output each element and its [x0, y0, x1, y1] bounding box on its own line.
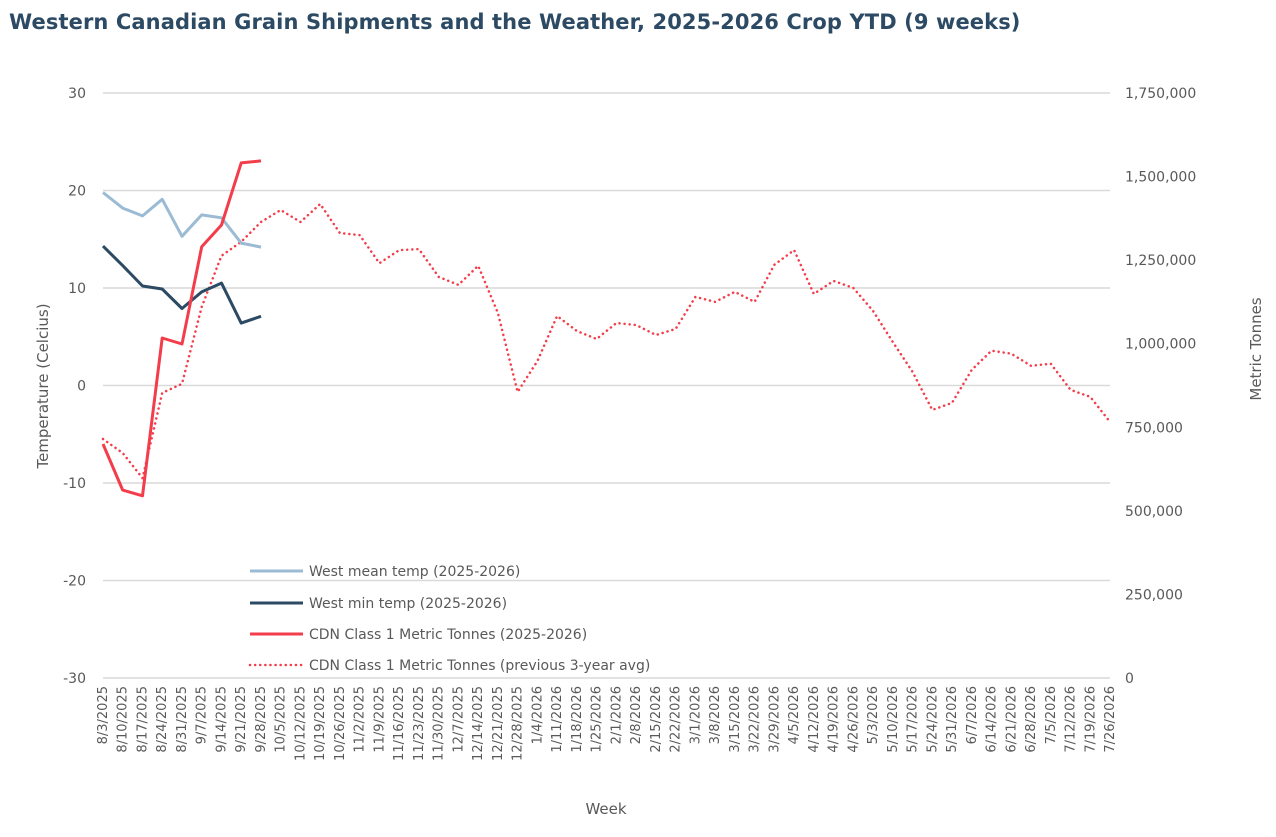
- x-tick-label: 3/22/2026: [748, 686, 763, 753]
- right-tick-label: 500,000: [1125, 504, 1183, 520]
- x-tick-label: 12/21/2025: [491, 686, 506, 761]
- x-tick-label: 11/30/2025: [432, 686, 447, 761]
- left-tick-label: 0: [77, 379, 86, 395]
- x-tick-label: 9/14/2025: [214, 686, 229, 753]
- x-tick-label: 10/12/2025: [293, 686, 308, 761]
- gridlines: [103, 92, 1110, 679]
- x-tick-label: 7/19/2026: [1083, 686, 1098, 753]
- chart-title: Western Canadian Grain Shipments and the…: [9, 10, 1021, 34]
- x-tick-label: 10/26/2025: [333, 686, 348, 761]
- x-tick-label: 4/19/2026: [827, 686, 842, 753]
- x-tick-label: 4/26/2026: [846, 686, 861, 753]
- series-line-0: [102, 191, 262, 249]
- x-tick-label: 5/31/2026: [945, 686, 960, 753]
- right-tick-label: 750,000: [1125, 420, 1183, 436]
- x-tick-label: 3/29/2026: [767, 686, 782, 753]
- x-tick-label: 5/24/2026: [925, 686, 940, 753]
- x-tick-label: 1/18/2026: [570, 686, 585, 753]
- right-axis-title: Metric Tonnes: [1247, 297, 1265, 400]
- legend-label: CDN Class 1 Metric Tonnes (previous 3-ye…: [309, 658, 650, 674]
- x-tick-label: 11/9/2025: [372, 686, 387, 753]
- x-tick-label: 2/22/2026: [669, 686, 684, 753]
- x-tick-label: 5/17/2026: [906, 686, 921, 753]
- x-tick-label: 9/7/2025: [195, 686, 210, 744]
- x-tick-label: 2/1/2026: [609, 686, 624, 744]
- x-tick-label: 10/19/2025: [313, 686, 328, 761]
- x-tick-label: 3/8/2026: [708, 686, 723, 744]
- right-tick-label: 250,000: [1125, 587, 1183, 603]
- right-tick-label: 1,500,000: [1125, 170, 1196, 186]
- x-tick-label: 11/23/2025: [412, 686, 427, 761]
- x-axis-ticks: 8/3/2025 8/10/2025 8/17/2025 8/24/2025 8/31/…: [96, 686, 1118, 761]
- x-tick-label: 6/28/2026: [1024, 686, 1039, 753]
- left-axis-title: Temperature (Celcius): [34, 303, 52, 469]
- x-tick-label: 6/21/2026: [1004, 686, 1019, 753]
- right-tick-label: 1,250,000: [1125, 253, 1196, 269]
- x-tick-label: 4/5/2026: [787, 686, 802, 744]
- left-tick-label: 20: [68, 184, 86, 200]
- x-tick-label: 1/25/2026: [590, 686, 605, 753]
- x-tick-label: 8/31/2025: [175, 686, 190, 753]
- x-tick-label: 6/14/2026: [985, 686, 1000, 753]
- series-line-1: [101, 245, 262, 325]
- series-layer: [101, 159, 1112, 498]
- right-tick-label: 1,750,000: [1125, 86, 1196, 102]
- x-tick-label: 8/3/2025: [96, 686, 111, 744]
- x-axis-title: Week: [585, 800, 626, 818]
- x-tick-label: 12/14/2025: [471, 686, 486, 761]
- legend: West mean temp (2025-2026) West min temp …: [248, 564, 650, 674]
- x-tick-label: 3/15/2026: [728, 686, 743, 753]
- x-tick-label: 2/15/2026: [649, 686, 664, 753]
- right-tick-label: 0: [1125, 671, 1134, 687]
- x-tick-label: 9/28/2025: [254, 686, 269, 753]
- x-tick-label: 5/10/2026: [886, 686, 901, 753]
- left-tick-label: -20: [63, 574, 86, 590]
- x-tick-label: 8/24/2025: [155, 686, 170, 753]
- x-tick-label: 4/12/2026: [807, 686, 822, 753]
- left-tick-label: -30: [63, 671, 86, 687]
- x-tick-label: 11/2/2025: [353, 686, 368, 753]
- legend-label: CDN Class 1 Metric Tonnes (2025-2026): [309, 627, 587, 643]
- x-tick-label: 7/5/2026: [1044, 686, 1059, 744]
- right-axis-ticks: 1,750,000 1,500,000 1,250,000 1,000,000 750,…: [1125, 86, 1196, 687]
- x-tick-label: 10/5/2025: [274, 686, 289, 753]
- left-axis-ticks: 30 20 10 0 -10 -20 -30: [63, 86, 86, 687]
- x-tick-label: 8/10/2025: [116, 686, 131, 753]
- left-tick-label: -10: [63, 476, 86, 492]
- x-tick-label: 1/11/2026: [550, 686, 565, 753]
- right-tick-label: 1,000,000: [1125, 337, 1196, 353]
- x-tick-label: 1/4/2026: [530, 686, 545, 744]
- x-tick-label: 8/17/2025: [135, 686, 150, 753]
- left-tick-label: 30: [68, 86, 86, 102]
- x-tick-label: 9/21/2025: [234, 686, 249, 753]
- x-tick-label: 7/12/2026: [1064, 686, 1079, 753]
- x-tick-label: 12/7/2025: [451, 686, 466, 753]
- x-tick-label: 3/1/2026: [688, 686, 703, 744]
- x-tick-label: 2/8/2026: [629, 686, 644, 744]
- x-tick-label: 6/7/2026: [965, 686, 980, 744]
- left-tick-label: 10: [68, 281, 86, 297]
- legend-label: West mean temp (2025-2026): [309, 564, 520, 580]
- x-tick-label: 12/28/2025: [511, 686, 526, 761]
- x-tick-label: 5/3/2026: [866, 686, 881, 744]
- x-tick-label: 11/16/2025: [392, 686, 407, 761]
- series-line-3: [101, 202, 1112, 480]
- series-line-2: [101, 159, 262, 498]
- x-tick-label: 7/26/2026: [1103, 686, 1118, 753]
- legend-label: West min temp (2025-2026): [309, 596, 507, 612]
